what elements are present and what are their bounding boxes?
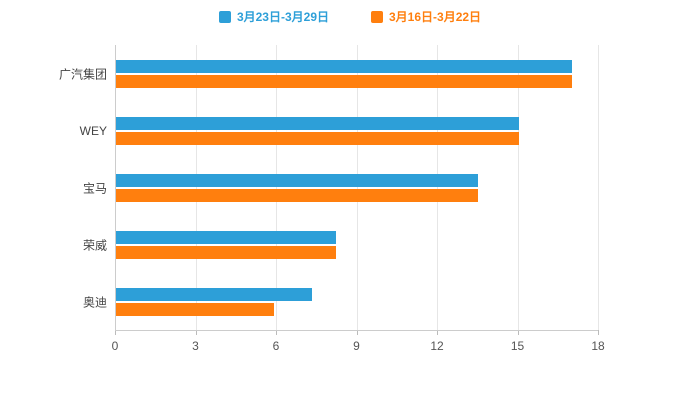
- axis-tick: [517, 330, 519, 335]
- x-axis-label: 3: [192, 339, 199, 353]
- y-axis-label: 荣威: [82, 238, 107, 252]
- gridline: [276, 45, 277, 330]
- legend-label: 3月16日-3月22日: [389, 10, 482, 24]
- y-axis-label: 奥迪: [82, 295, 107, 309]
- bar-orange[interactable]: [116, 302, 274, 316]
- x-axis-label: 6: [272, 339, 280, 353]
- legend-label: 3月23日-3月29日: [236, 10, 329, 24]
- x-axis-label: 15: [510, 339, 525, 353]
- axis-tick: [437, 330, 438, 335]
- y-axis-label: 宝马: [82, 181, 107, 195]
- bar-orange[interactable]: [116, 131, 519, 145]
- bar-blue[interactable]: [116, 287, 312, 301]
- axis-tick: [276, 330, 277, 335]
- gridline: [517, 45, 519, 330]
- x-axis-label: 0: [111, 339, 119, 353]
- bar-blue[interactable]: [116, 173, 478, 187]
- x-axis-line: [115, 330, 598, 331]
- y-axis-label: WEY: [79, 123, 107, 138]
- legend-swatch-blue-icon: [218, 10, 231, 23]
- gridline: [437, 45, 438, 330]
- legend-item-week2[interactable]: 3月23日-3月29日: [218, 8, 329, 25]
- gridline: [115, 45, 116, 330]
- axis-tick: [356, 330, 358, 335]
- bar-blue[interactable]: [116, 59, 572, 73]
- gridline: [356, 45, 358, 330]
- bar-blue[interactable]: [116, 230, 336, 244]
- bar-orange[interactable]: [116, 188, 478, 202]
- legend-swatch-orange-icon: [371, 10, 383, 23]
- bar-blue[interactable]: [116, 116, 519, 130]
- y-axis-label: 广汽集团: [58, 67, 107, 81]
- x-axis-label: 18: [591, 339, 605, 353]
- bar-orange[interactable]: [116, 245, 336, 259]
- legend: 3月23日-3月29日 3月16日-3月22日: [0, 8, 700, 25]
- axis-tick: [115, 330, 116, 335]
- x-axis-label: 9: [353, 339, 360, 353]
- axis-tick: [195, 330, 197, 335]
- axis-tick: [598, 330, 599, 335]
- gridline: [598, 45, 599, 330]
- bar-orange[interactable]: [116, 74, 572, 88]
- legend-item-week1[interactable]: 3月16日-3月22日: [371, 8, 481, 25]
- x-axis-label: 12: [430, 339, 444, 353]
- gridline: [195, 45, 197, 330]
